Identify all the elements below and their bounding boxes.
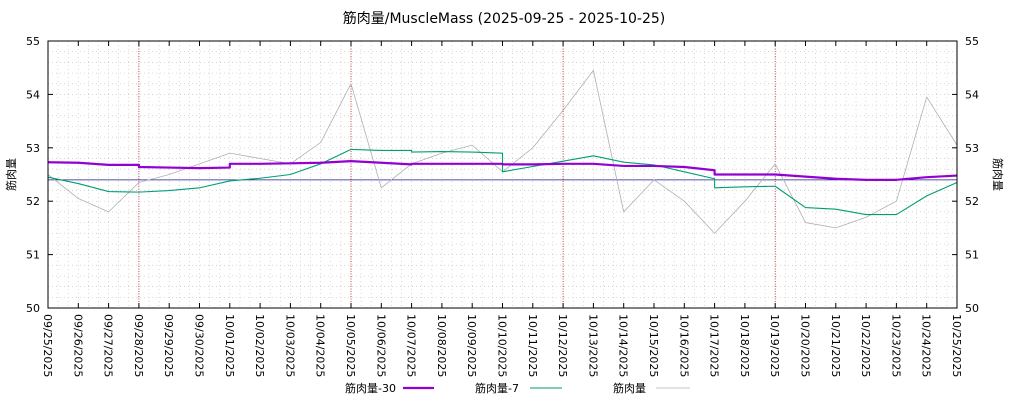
y-tick-label: 50 [26, 302, 40, 315]
x-tick-label: 09/26/2025 [71, 314, 84, 377]
x-tick-label: 10/03/2025 [283, 314, 296, 377]
chart-title: 筋肉量/MuscleMass (2025-09-25 - 2025-10-25) [343, 10, 665, 27]
x-tick-label: 10/25/2025 [950, 314, 963, 377]
x-tick-label: 10/11/2025 [526, 314, 539, 377]
y-tick-label: 52 [965, 195, 979, 208]
x-tick-label: 09/30/2025 [193, 314, 206, 377]
y-tick-label: 54 [26, 88, 40, 101]
x-tick-label: 10/17/2025 [708, 314, 721, 377]
x-tick-label: 10/23/2025 [889, 314, 902, 377]
x-tick-label: 10/02/2025 [253, 314, 266, 377]
week-marker-lines [138, 41, 776, 308]
x-tick-label: 09/28/2025 [132, 314, 145, 377]
x-tick-label: 10/22/2025 [859, 314, 872, 377]
x-tick-label: 10/08/2025 [435, 314, 448, 377]
x-tick-label: 10/15/2025 [647, 314, 660, 377]
y-axis-label-left: 筋肉量 [4, 158, 18, 191]
x-tick-label: 10/04/2025 [314, 314, 327, 377]
y-tick-label: 52 [26, 195, 40, 208]
x-tick-label: 09/25/2025 [41, 314, 54, 377]
x-tick-label: 09/27/2025 [102, 314, 115, 377]
series-line-2 [47, 148, 958, 216]
x-tick-label: 10/24/2025 [920, 314, 933, 377]
y-tick-label: 54 [965, 88, 979, 101]
y-tick-label: 51 [965, 249, 979, 262]
y-tick-label: 55 [965, 35, 979, 48]
x-tick-label: 10/19/2025 [768, 314, 781, 377]
x-tick-label: 10/20/2025 [799, 314, 812, 377]
x-tick-label: 10/07/2025 [405, 314, 418, 377]
x-tick-label: 10/18/2025 [738, 314, 751, 377]
y-tick-label: 55 [26, 35, 40, 48]
y-axis-left: 50 51 52 53 54 55 [26, 35, 53, 315]
legend-label: 筋肉量 [613, 381, 646, 395]
x-tick-label: 09/29/2025 [162, 314, 175, 377]
x-tick-label: 10/09/2025 [465, 314, 478, 377]
x-tick-label: 10/05/2025 [344, 314, 357, 377]
y-axis-right: 50 51 52 53 54 55 [952, 35, 979, 315]
chart-legend: 筋肉量-30 筋肉量-7 筋肉量 [345, 381, 690, 395]
y-tick-label: 50 [965, 302, 979, 315]
x-tick-label: 10/12/2025 [556, 314, 569, 377]
x-tick-label: 10/10/2025 [496, 314, 509, 377]
x-tick-label: 10/16/2025 [677, 314, 690, 377]
series-lines [47, 69, 958, 234]
legend-label: 筋肉量-7 [475, 381, 519, 395]
x-tick-label: 10/14/2025 [617, 314, 630, 377]
y-tick-label: 53 [26, 142, 40, 155]
x-tick-label: 10/06/2025 [374, 314, 387, 377]
y-tick-label: 51 [26, 249, 40, 262]
x-axis: 09/25/2025 09/26/2025 09/27/2025 09/28/2025… [41, 41, 963, 377]
x-tick-label: 10/01/2025 [223, 314, 236, 377]
y-axis-label-right: 筋肉量 [991, 158, 1005, 191]
x-tick-label: 10/13/2025 [586, 314, 599, 377]
legend-label: 筋肉量-30 [345, 381, 396, 395]
series-line-1 [47, 160, 958, 181]
y-tick-label: 53 [965, 142, 979, 155]
chart-grid [48, 41, 957, 308]
x-tick-label: 10/21/2025 [829, 314, 842, 377]
